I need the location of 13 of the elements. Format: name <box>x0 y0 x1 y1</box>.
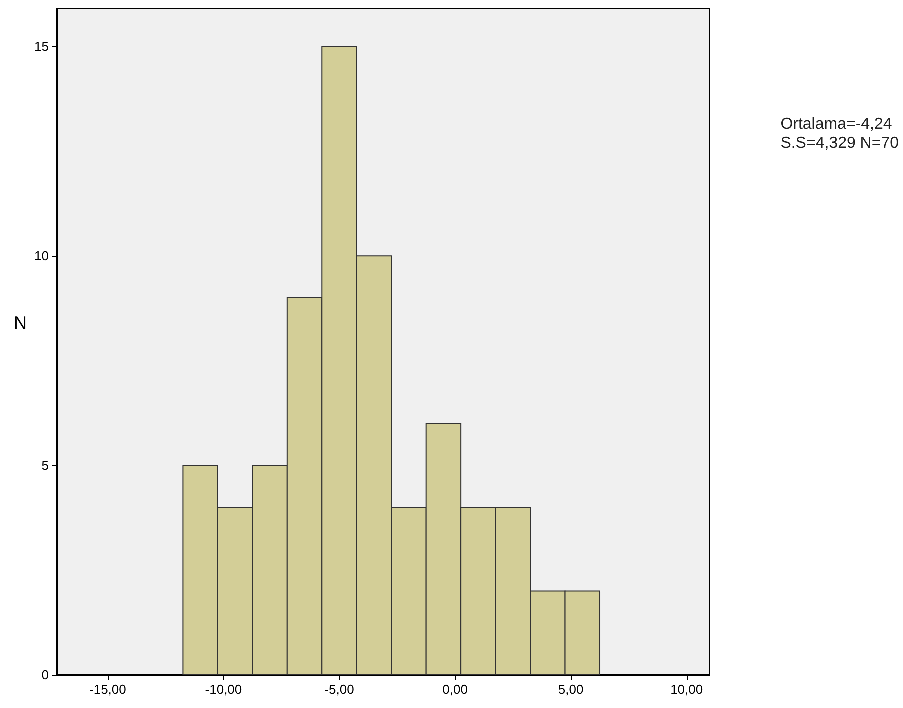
x-tick-label: -15,00 <box>90 682 126 697</box>
x-tick-label: -10,00 <box>205 682 242 697</box>
y-axis-title: N <box>14 313 27 333</box>
y-tick-label: 10 <box>34 248 49 264</box>
x-tick-label: -5,00 <box>324 682 354 697</box>
x-tick-label: 10,00 <box>670 682 704 697</box>
y-tick-label: 15 <box>34 39 49 54</box>
text: Ortalama=-4,24 <box>780 116 892 133</box>
x-tick-label: 0,00 <box>442 682 468 697</box>
y-tick-label: 5 <box>42 458 49 474</box>
x-tick-label: 5,00 <box>558 682 584 697</box>
text: S.S=4,329 N=70 <box>780 135 900 152</box>
y-tick-label: 0 <box>42 668 49 682</box>
